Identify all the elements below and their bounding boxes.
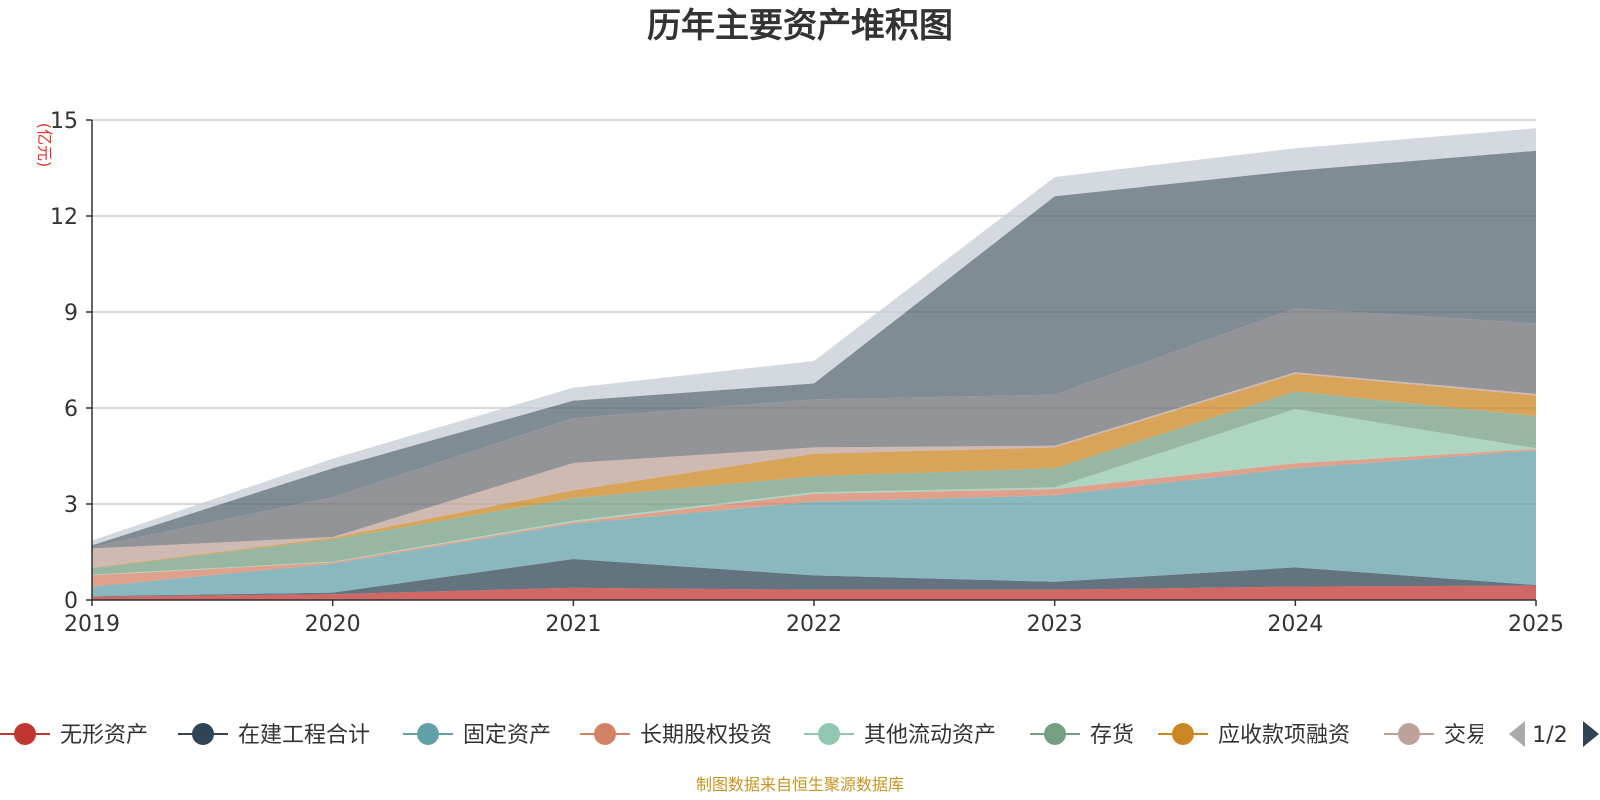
x-tick-label: 2024	[1267, 612, 1323, 637]
legend-item-8[interactable]: 交易性金融资产	[1384, 723, 1598, 748]
legend[interactable]: 无形资产 在建工程合计 固定资产 长期股权投资 其他流动资产 存货 应收款项融资 交易性金融资…	[0, 723, 1598, 748]
legend-item-2[interactable]: 在建工程合计	[178, 723, 370, 748]
y-tick-label: 6	[64, 397, 78, 422]
x-tick-label: 2023	[1027, 612, 1083, 637]
x-tick-label: 2020	[305, 612, 361, 637]
legend-item-7[interactable]: 应收款项融资	[1158, 723, 1350, 748]
area-series-3	[92, 450, 1536, 597]
x-tick-label: 2025	[1508, 612, 1564, 637]
chart-title: 历年主要资产堆积图	[647, 6, 953, 46]
legend-marker-icon	[594, 723, 616, 745]
next-page-icon[interactable]	[1583, 721, 1599, 747]
area-series-6	[92, 391, 1536, 575]
legend-label: 固定资产	[463, 723, 551, 748]
x-tick-label: 2022	[786, 612, 842, 637]
prev-page-icon[interactable]	[1509, 721, 1525, 747]
legend-label: 交易性金融资产	[1444, 723, 1598, 748]
legend-item-3[interactable]: 固定资产	[403, 723, 551, 748]
legend-label: 长期股权投资	[640, 723, 772, 748]
y-tick-label: 12	[50, 205, 78, 230]
legend-label: 无形资产	[60, 723, 148, 748]
legend-page-indicator: 1/2	[1532, 723, 1567, 748]
legend-label: 其他流动资产	[864, 723, 996, 748]
area-series-10	[92, 150, 1536, 547]
area-series-1	[92, 585, 1536, 600]
legend-item-5[interactable]: 其他流动资产	[804, 723, 996, 748]
area-series-4	[92, 449, 1536, 587]
y-tick-label: 3	[64, 493, 78, 518]
y-axis-label: (亿元)	[35, 123, 54, 168]
y-tick-label: 0	[64, 589, 78, 614]
legend-marker-icon	[818, 723, 840, 745]
area-series-8	[92, 372, 1536, 568]
legend-item-4[interactable]: 长期股权投资	[580, 723, 772, 748]
area-series-group	[92, 128, 1536, 600]
legend-marker-icon	[417, 723, 439, 745]
area-series-7	[92, 373, 1536, 569]
legend-item-1[interactable]: 无形资产	[0, 723, 148, 748]
legend-label: 在建工程合计	[238, 723, 370, 748]
legend-marker-icon	[192, 723, 214, 745]
y-tick-label: 15	[50, 109, 78, 134]
x-tick-label: 2021	[545, 612, 601, 637]
legend-pager[interactable]: 1/2	[1509, 721, 1599, 748]
axes: 0 3 6 9 12 15 2019 2020 2021 2022 2023 2024 2025	[50, 109, 1564, 637]
data-source-note: 制图数据来自恒生聚源数据库	[696, 775, 904, 794]
legend-label: 存货	[1090, 723, 1134, 748]
legend-label: 应收款项融资	[1218, 723, 1350, 748]
legend-marker-icon	[1172, 723, 1194, 745]
legend-marker-icon	[1044, 723, 1066, 745]
area-series-9	[92, 308, 1536, 549]
legend-marker-icon	[14, 723, 36, 745]
y-tick-label: 9	[64, 301, 78, 326]
legend-item-6[interactable]: 存货	[1030, 723, 1134, 748]
area-series-2	[92, 559, 1536, 597]
legend-marker-icon	[1398, 723, 1420, 745]
x-tick-label: 2019	[64, 612, 120, 637]
